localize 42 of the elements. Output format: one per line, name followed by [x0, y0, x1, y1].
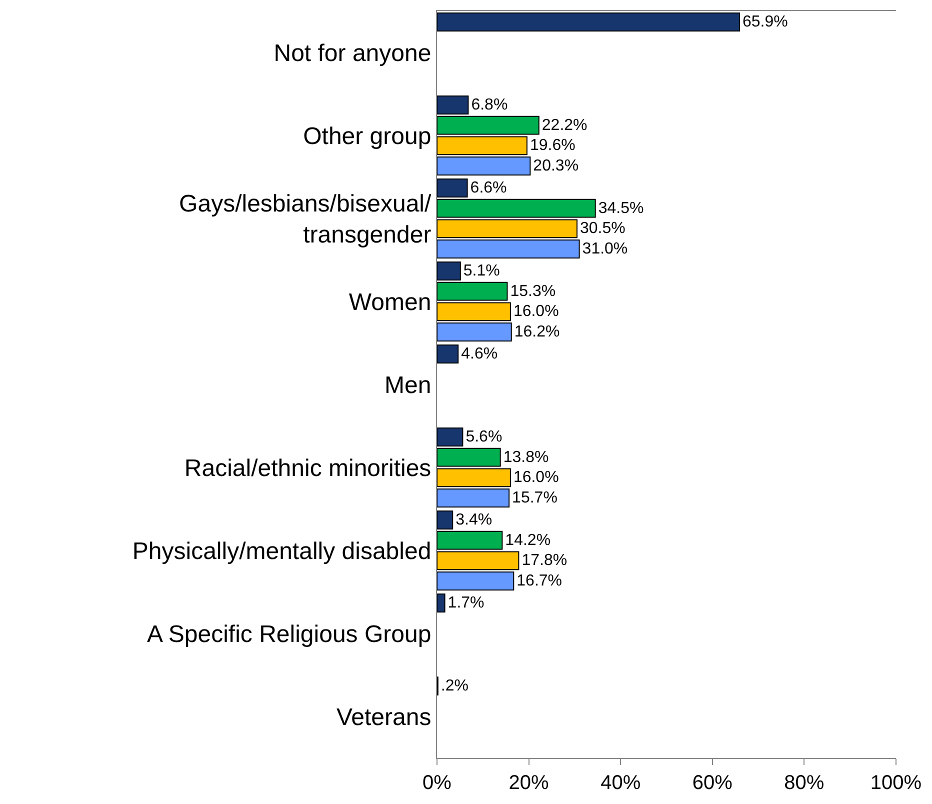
- bar: [437, 344, 459, 364]
- data-label: 15.7%: [512, 490, 558, 507]
- y-tick-label: Men: [384, 372, 432, 399]
- y-tick-label: Physically/mentally disabled: [132, 538, 432, 565]
- x-tick-label: 0%: [422, 772, 452, 794]
- x-tick-label: 100%: [870, 772, 922, 794]
- data-label: 31.0%: [582, 240, 628, 258]
- y-tick-label: Veterans: [336, 704, 432, 731]
- x-tick-label: 40%: [600, 772, 641, 794]
- data-label: 19.6%: [530, 137, 576, 154]
- y-tick-label: A Specific Religious Group: [147, 620, 432, 648]
- data-label: 1.7%: [448, 594, 484, 612]
- data-label: 34.5%: [598, 200, 644, 217]
- data-label: 6.6%: [470, 179, 507, 196]
- data-label: 13.8%: [503, 448, 549, 466]
- data-label: 16.7%: [516, 572, 562, 590]
- bar: [437, 12, 740, 32]
- x-tick-label: 20%: [508, 772, 550, 794]
- data-label: .2%: [440, 677, 468, 694]
- y-tick-label: Not for anyone: [274, 40, 432, 67]
- data-label: 17.8%: [522, 552, 568, 570]
- data-label: 15.3%: [510, 282, 556, 300]
- data-label: 16.0%: [513, 303, 559, 320]
- data-label: 3.4%: [456, 511, 492, 528]
- x-tick-label: 60%: [692, 772, 733, 794]
- y-tick-label: Women: [348, 288, 432, 316]
- data-label: 65.9%: [742, 13, 788, 30]
- data-label: 20.3%: [533, 158, 579, 175]
- data-label: 30.5%: [580, 220, 626, 238]
- bar: [437, 594, 446, 612]
- data-label: 22.2%: [542, 116, 588, 134]
- y-tick-label: Racial/ethnic minorities: [184, 454, 432, 482]
- data-label: 14.2%: [505, 532, 551, 549]
- x-tick-label: 80%: [784, 772, 824, 794]
- data-label: 5.6%: [466, 428, 502, 446]
- y-tick-label: Gays/lesbians/bisexual/ transgender: [179, 190, 432, 248]
- data-label: 4.6%: [461, 345, 498, 362]
- data-label: 16.2%: [514, 324, 560, 341]
- y-tick-label: Other group: [303, 122, 432, 150]
- data-label: 5.1%: [463, 262, 500, 280]
- data-label: 16.0%: [513, 469, 559, 486]
- data-label: 6.8%: [471, 96, 508, 114]
